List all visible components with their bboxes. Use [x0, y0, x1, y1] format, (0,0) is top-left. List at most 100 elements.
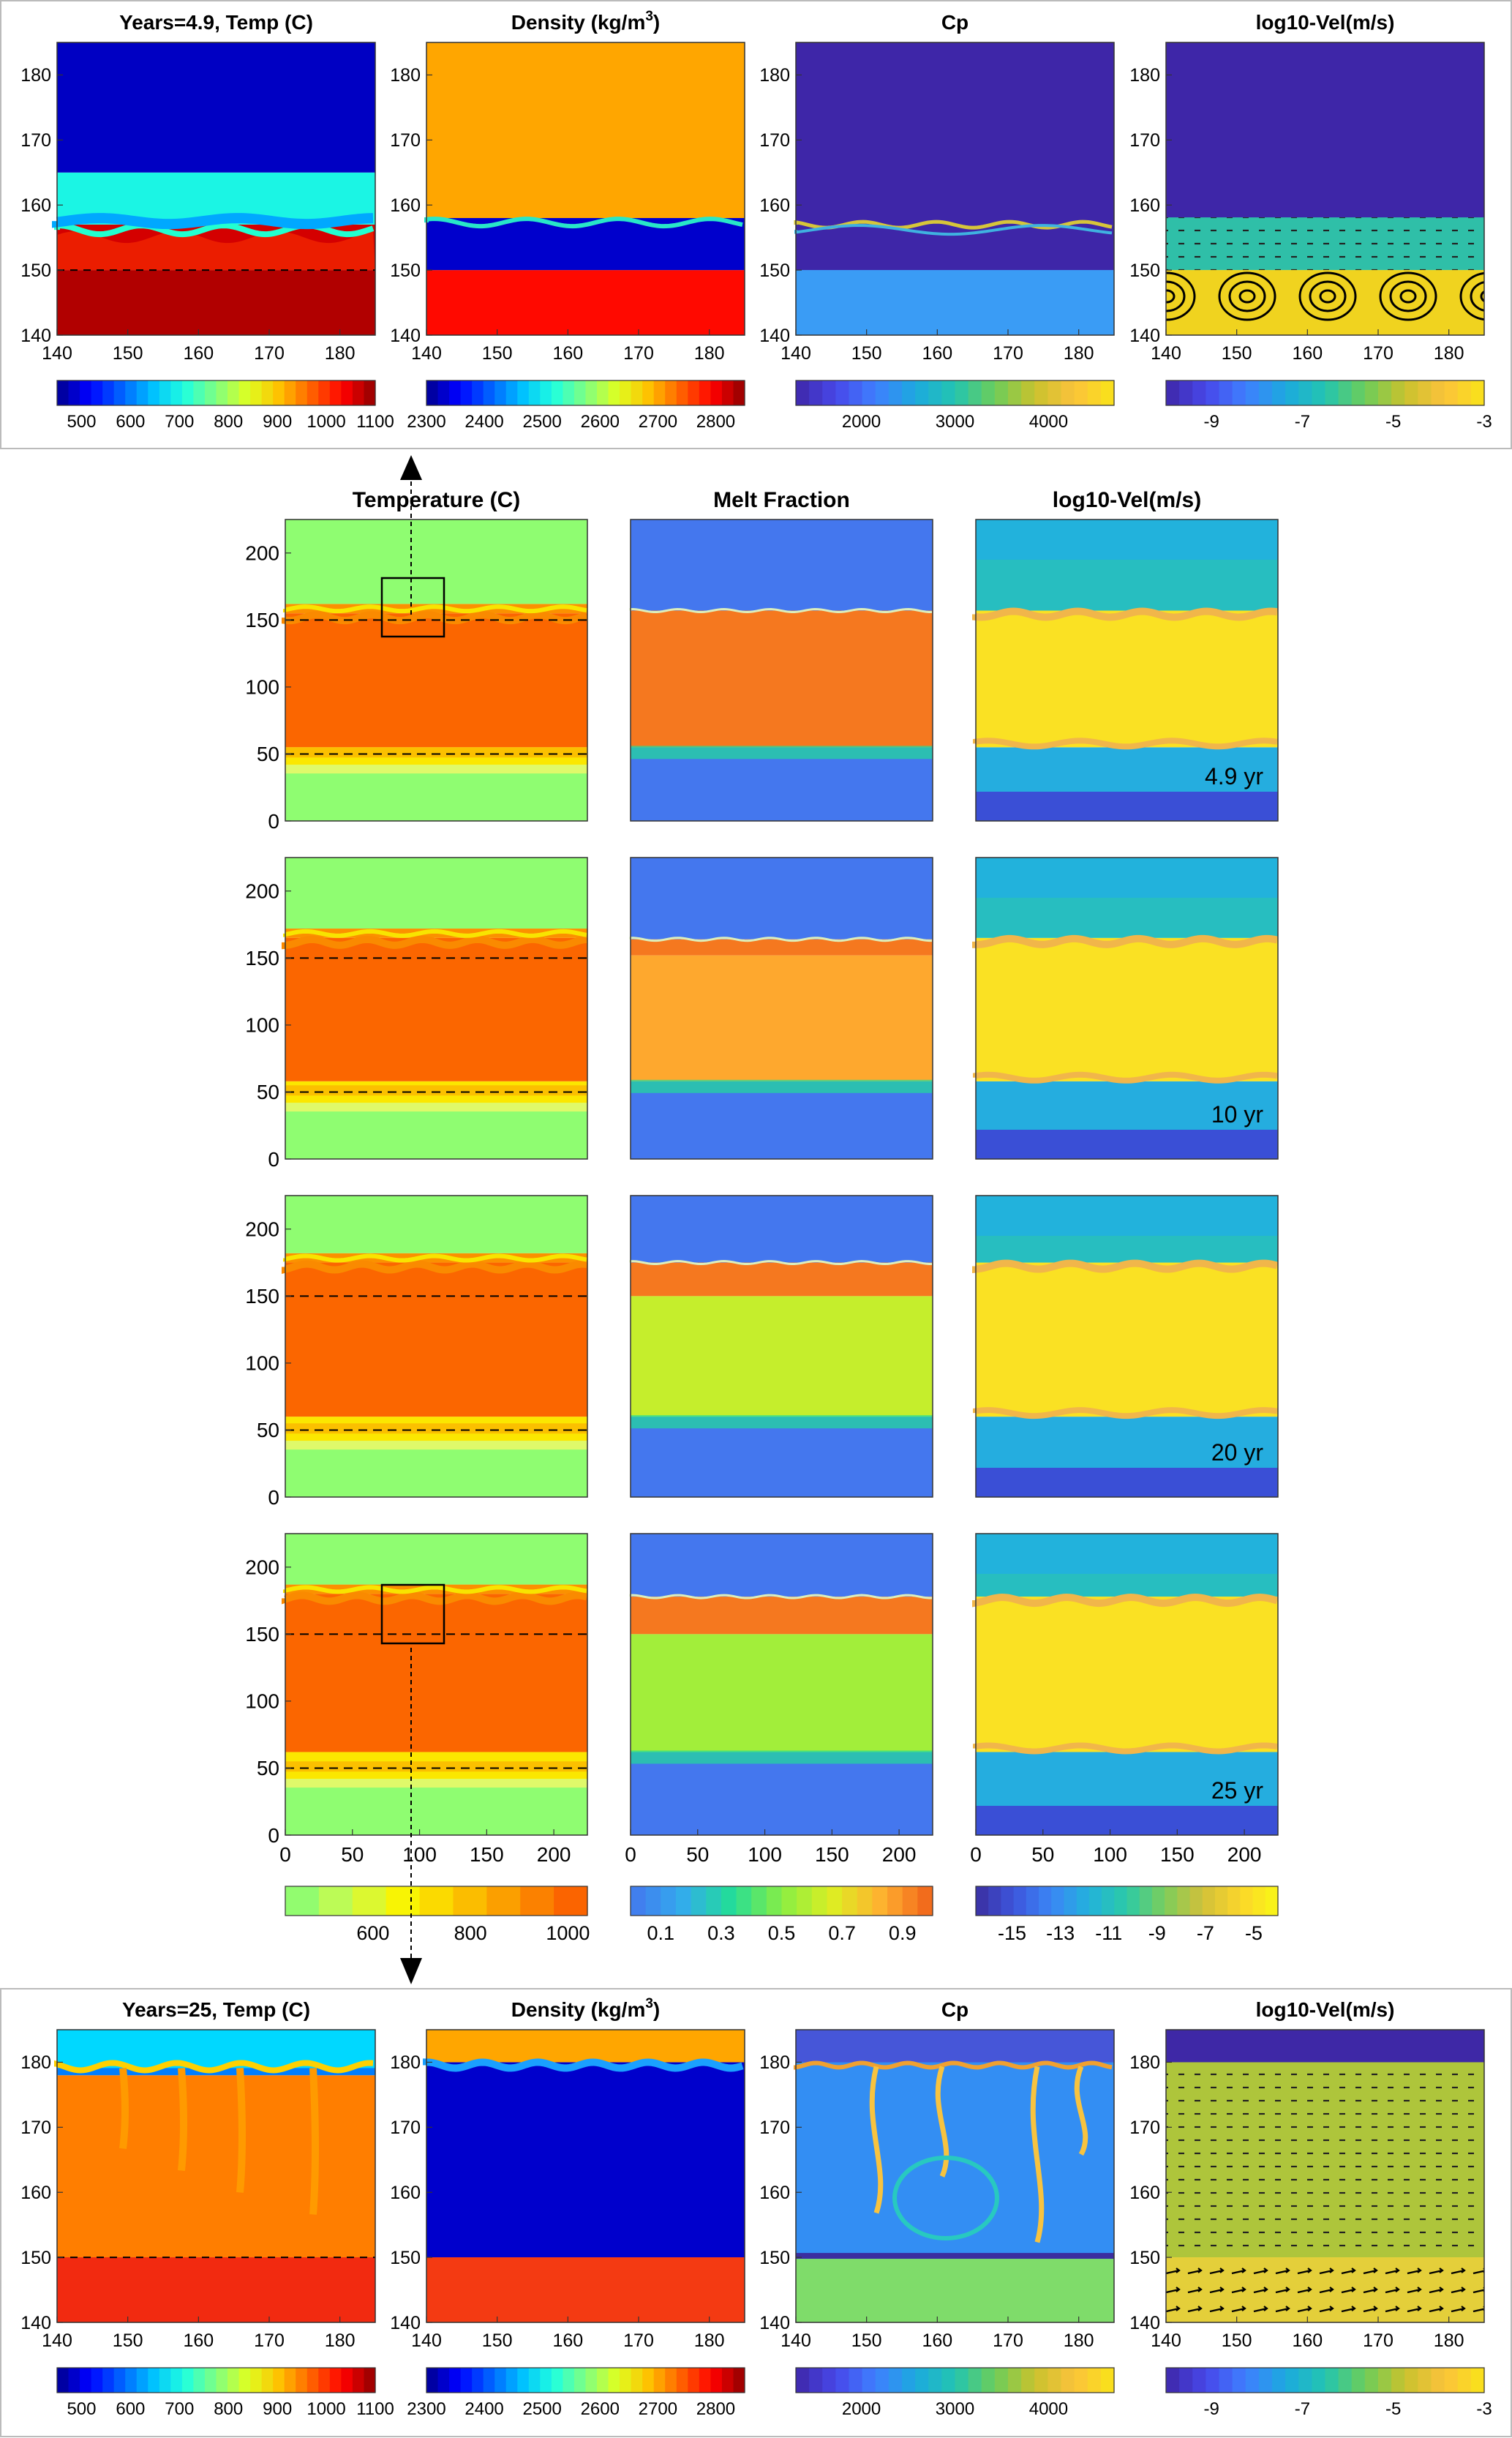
lower-band: [976, 1806, 1278, 1835]
colorbar-segment: [827, 1886, 843, 1916]
colorbar-segment: [842, 1886, 858, 1916]
colorbar-segment: [483, 2368, 495, 2393]
y-tick-label: 150: [245, 947, 279, 969]
colorbar-tick-label: 4000: [1029, 412, 1068, 432]
x-tick-label: 0: [970, 1843, 982, 1866]
colorbar-segment: [1021, 2368, 1035, 2393]
colorbar-segment: [136, 380, 148, 405]
colorbar: 500 600 700 800 900 1000 1100: [56, 2367, 394, 2419]
colorbar-segment: [1232, 380, 1246, 405]
colorbar-segment: [988, 1886, 1002, 1916]
colorbar-segment: [849, 2368, 863, 2393]
colorbar-segment: [1214, 1886, 1228, 1916]
axes-frame: [1165, 2029, 1485, 2323]
upper-layer: [1166, 2030, 1484, 2063]
colorbar-segment: [902, 380, 916, 405]
heatmap-region: [631, 1262, 933, 1297]
heatmap-region: [796, 42, 1114, 271]
boundary-band: [283, 1585, 587, 1594]
colorbar-segment: [125, 380, 138, 405]
colorbar-segment: [1206, 2368, 1220, 2393]
colorbar-tick-label: 2600: [581, 2399, 620, 2419]
heatmap-region: [631, 1417, 933, 1497]
y-tick-label: 150: [245, 609, 279, 631]
x-tick-label: 180: [1434, 343, 1464, 364]
colorbar-segment: [204, 2368, 217, 2393]
colorbar-segment: [540, 2368, 552, 2393]
y-tick-label: 0: [268, 1148, 279, 1171]
colorbar-segment: [1444, 2368, 1459, 2393]
colorbar-segment: [1139, 1886, 1153, 1916]
heatmap-region: [285, 520, 587, 604]
colorbar-segment: [1039, 1886, 1052, 1916]
heatmap-region: [631, 1597, 933, 1635]
panel-row2-col2: [629, 857, 933, 1160]
colorbar-segment: [216, 2368, 228, 2393]
y-tick-label: 170: [759, 130, 790, 151]
heatmap-region: [631, 858, 933, 939]
colorbar-segment: [597, 2368, 609, 2393]
colorbar-segment: [1166, 380, 1180, 405]
x-tick-label: 0: [279, 1843, 291, 1866]
x-tick-label: 150: [113, 343, 143, 364]
heatmap-region: [285, 858, 587, 929]
plume: [309, 2068, 319, 2215]
colorbar-segment: [955, 2368, 969, 2393]
axes-frame: [795, 2029, 1115, 2323]
colorbar-segment: [676, 380, 688, 405]
panel-title-text: Cp: [941, 1998, 968, 2021]
y-tick-label: 100: [245, 1690, 279, 1713]
colorbar-segment: [1265, 1886, 1279, 1916]
heatmap-region: [57, 2075, 375, 2258]
colorbar-segment: [1285, 2368, 1299, 2393]
axes-frame: [285, 519, 588, 822]
colorbar-segment: [573, 2368, 587, 2393]
x-tick-label: 140: [781, 343, 811, 364]
colorbar: 2000 3000 4000: [795, 380, 1115, 432]
arrow-up-icon: [400, 455, 422, 480]
colorbar-tick-label: 2500: [522, 412, 561, 432]
y-tick-label: 160: [759, 195, 790, 216]
heatmap: [631, 858, 933, 1159]
heatmap-region: [285, 613, 587, 748]
colorbar-segment: [811, 1886, 828, 1916]
velocity-vectors: [1166, 2257, 1484, 2322]
y-tick-label: 140: [20, 326, 51, 346]
colorbar-tick-label: 3000: [936, 412, 974, 432]
plume: [236, 2068, 246, 2193]
colorbar: 600 800 1000: [285, 1886, 590, 1944]
zoom-connectors: [400, 455, 422, 1984]
colorbar-tick-label: 2800: [696, 412, 735, 432]
colorbar-tick-label: 2000: [842, 412, 881, 432]
colorbar-segment: [318, 1886, 353, 1916]
colorbar: 500 600 700 800 900 1000 1100: [56, 380, 394, 432]
colorbar-segment: [1179, 2368, 1193, 2393]
colorbar-segment: [1298, 2368, 1312, 2393]
colorbar-segment: [835, 380, 850, 405]
lower-band: [976, 1130, 1278, 1159]
heatmap-region: [285, 1262, 587, 1417]
colorbar-segment: [148, 380, 160, 405]
heatmap-region: [57, 42, 375, 173]
heatmap-region: [976, 610, 1278, 748]
plume: [1074, 2066, 1088, 2156]
colorbar-segment: [306, 380, 319, 405]
y-tick-label: 170: [1129, 130, 1160, 151]
colorbar-segment: [710, 380, 723, 405]
colorbar-segment: [733, 380, 745, 405]
x-tick-label: 160: [552, 343, 583, 364]
colorbar-segment: [1431, 380, 1445, 405]
y-tick-label: 180: [1129, 2052, 1160, 2073]
lower-layer: [796, 270, 1114, 335]
heatmap-region: [285, 1781, 587, 1835]
colorbar-segment: [437, 380, 450, 405]
colorbar-segment: [385, 1886, 421, 1916]
y-tick-label: 140: [1129, 2313, 1160, 2333]
panel-title-text: Years=25, Temp (C): [122, 1998, 310, 2021]
colorbar-segment: [699, 380, 711, 405]
colorbar-segment: [915, 2368, 929, 2393]
y-tick-label: 100: [245, 676, 279, 699]
colorbar-segment: [1338, 2368, 1353, 2393]
top-inset-panels: Years=4.9, Temp (C) 140 150 160 170 180 140 150…: [20, 9, 1492, 432]
heatmap-region: [426, 2062, 745, 2258]
